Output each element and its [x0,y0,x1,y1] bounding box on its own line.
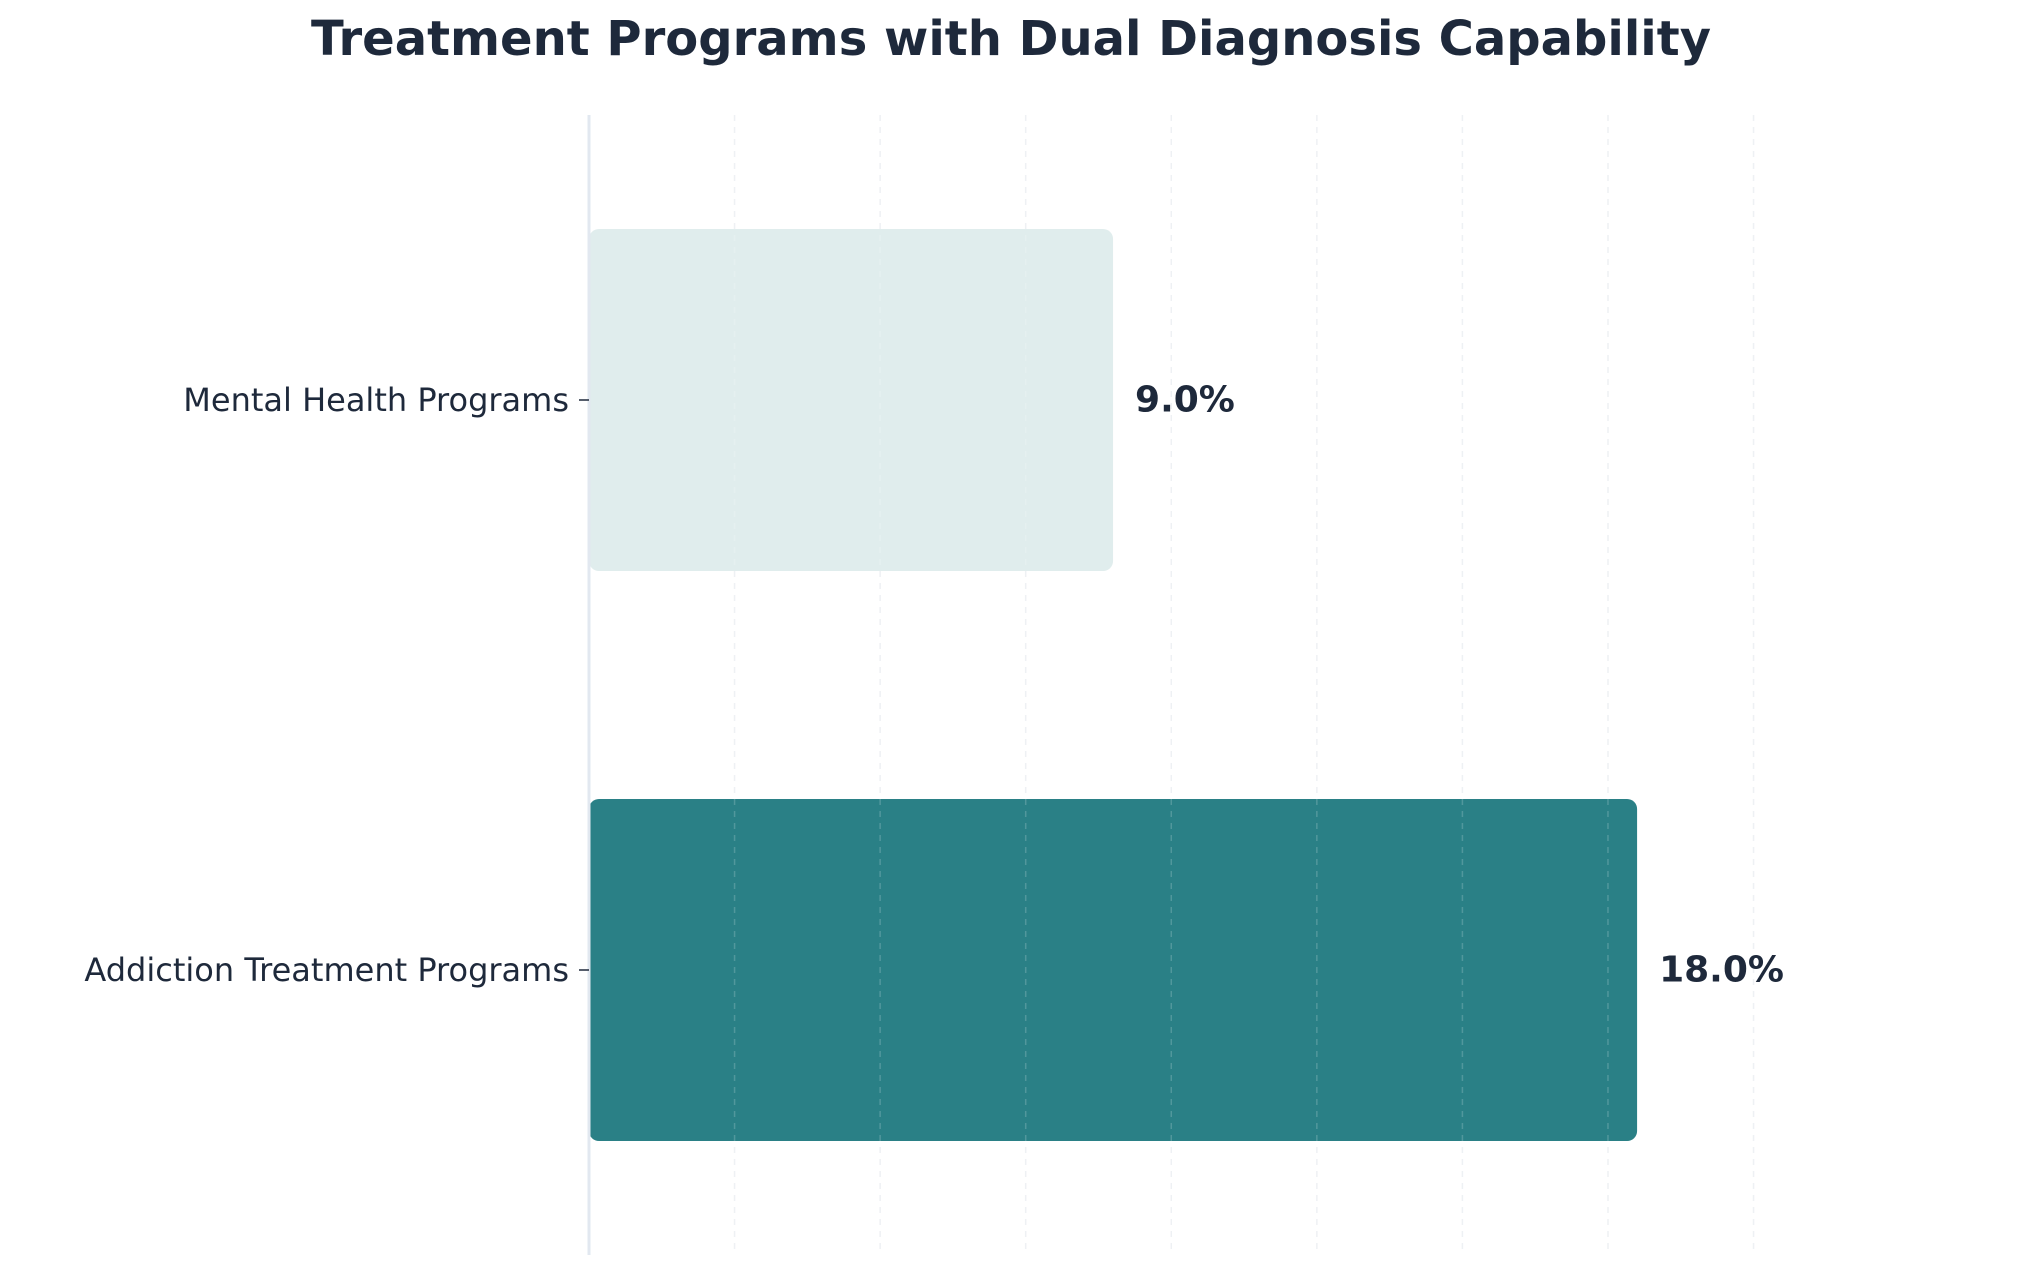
category-label: Mental Health Programs [183,381,569,419]
value-label: 9.0% [1135,380,1235,421]
bar [589,799,1638,1141]
chart-title: Treatment Programs with Dual Diagnosis C… [311,11,1711,67]
value-labels: 9.0% 18.0% [1135,380,1784,991]
value-label: 18.0% [1659,950,1784,991]
bars [589,229,1638,1141]
category-label: Addiction Treatment Programs [84,951,569,989]
category-labels: Mental Health Programs Addiction Treatmen… [84,381,589,989]
bar [589,229,1114,571]
grid-lines-over-bars [733,115,1755,1255]
